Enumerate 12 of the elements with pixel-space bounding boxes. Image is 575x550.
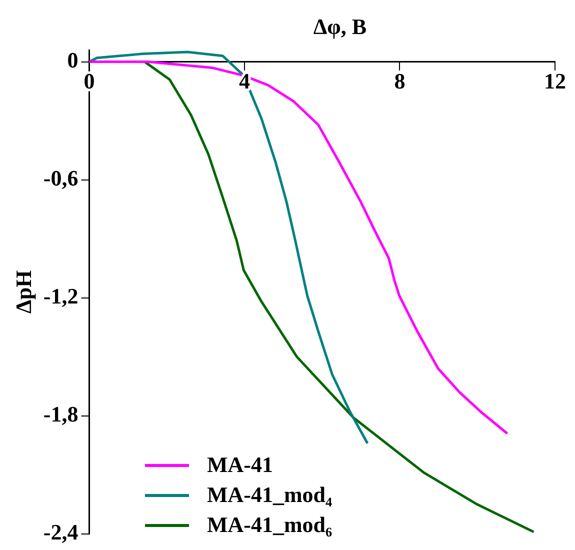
x-axis-title: Δφ, В <box>312 14 368 40</box>
y-axis-title: ΔpH <box>10 270 36 314</box>
legend-label: MA-41_mod₄ <box>207 482 332 508</box>
y-tick-label: -2,4 <box>43 519 78 544</box>
legend-label: MA-41_mod₆ <box>207 512 332 538</box>
y-tick-label: 0 <box>67 47 78 72</box>
y-tick-label: -1,8 <box>43 401 78 426</box>
x-tick-label: 12 <box>544 68 566 94</box>
y-tick-label: -1,2 <box>43 283 78 308</box>
y-tick-label: -0,6 <box>43 165 78 190</box>
legend-label: MA-41 <box>207 452 273 478</box>
x-tick-label: 8 <box>394 68 406 94</box>
